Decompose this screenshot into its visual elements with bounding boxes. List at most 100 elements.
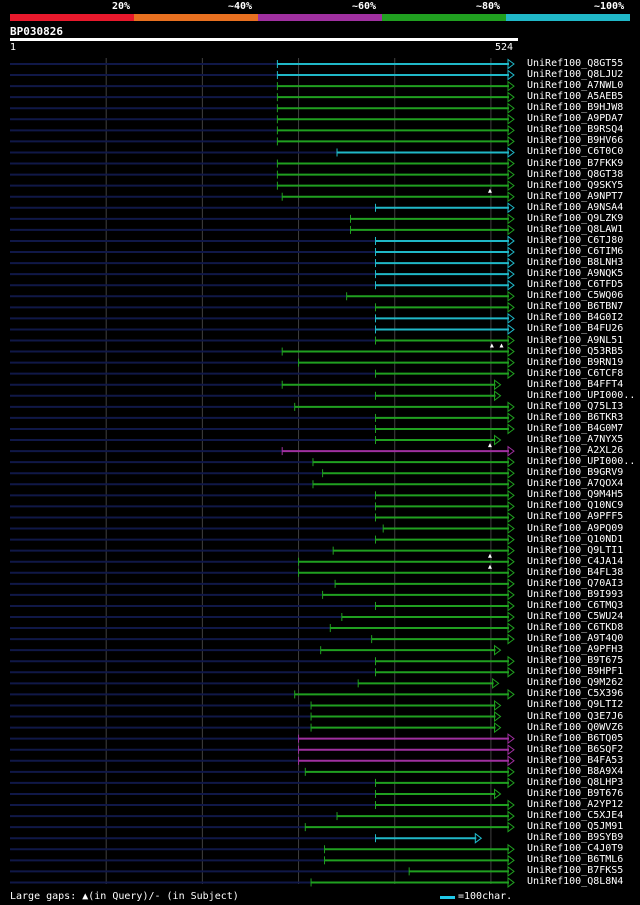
hit-label[interactable]: UniRef100_C5XJE4 [527,810,624,822]
scale-bar-text: =100char. [458,891,513,902]
hit-label[interactable]: UniRef100_A9NL51 [527,334,624,346]
hit-end-arrow [507,766,515,778]
hit-end-arrow [507,58,515,70]
hit-label[interactable]: UniRef100_A5AEB5 [527,91,624,103]
hit-end-arrow [507,412,515,424]
hit-label[interactable]: UniRef100_B8A9X4 [527,765,624,777]
hit-label[interactable]: UniRef100_C6TKD8 [527,622,624,634]
hit-label[interactable]: UniRef100_Q53RB5 [527,345,624,357]
hit-label[interactable]: UniRef100_A9PQ09 [527,522,624,534]
hit-end-arrow [507,633,515,645]
hit-end-arrow [494,788,502,800]
legend-label-20: 20% [112,1,131,12]
hit-label[interactable]: UniRef100_Q9M262 [527,677,624,689]
hit-label[interactable]: UniRef100_C6T0C0 [527,146,624,158]
hit-end-arrow [507,578,515,590]
hit-label[interactable]: UniRef100_A9PFH3 [527,644,624,656]
query-id: BP030826 [10,25,63,38]
hit-label[interactable]: UniRef100_Q8LAW1 [527,223,624,235]
hit-label[interactable]: UniRef100_A7NWL0 [527,80,624,92]
query-gap-marker [487,443,492,448]
hit-label[interactable]: UniRef100_Q9LTI2 [527,699,624,711]
hit-label[interactable]: UniRef100_Q9LTI1 [527,544,624,556]
hit-label[interactable]: UniRef100_C6TJ80 [527,234,624,246]
hit-end-arrow [507,622,515,634]
hit-label[interactable]: UniRef100_C5WQ06 [527,290,624,302]
hit-label[interactable]: UniRef100_B9T676 [527,787,624,799]
hit-label[interactable]: UniRef100_A7QOX4 [527,478,624,490]
query-gap-marker [487,188,492,193]
hit-label[interactable]: UniRef100_B9I993 [527,588,624,600]
hit-end-arrow [507,876,515,888]
hit-end-arrow [507,478,515,490]
hit-label[interactable]: UniRef100_Q75LI3 [527,400,624,412]
hit-label[interactable]: UniRef100_UPI000.. [527,389,636,401]
hit-label[interactable]: UniRef100_B4FU26 [527,323,624,335]
hit-label[interactable]: UniRef100_C5WU24 [527,611,624,622]
hit-label[interactable]: UniRef100_B4G0I2 [527,312,624,324]
query-gap-marker [499,343,504,348]
hit-label[interactable]: UniRef100_Q9SKY5 [527,179,624,191]
hit-label[interactable]: UniRef100_A9T4Q0 [527,633,624,645]
legend-swatch-80 [382,14,506,21]
hit-label[interactable]: UniRef100_Q0WVZ6 [527,721,624,733]
hit-end-arrow [507,666,515,678]
hit-label[interactable]: UniRef100_A9PDA7 [527,113,624,125]
hit-label[interactable]: UniRef100_B6TKR3 [527,411,624,423]
hit-label[interactable]: UniRef100_B9RSQ4 [527,124,624,136]
hit-label[interactable]: UniRef100_B9T675 [527,655,624,667]
hit-end-arrow [507,169,515,181]
hit-label[interactable]: UniRef100_B7FKS5 [527,865,624,877]
hit-label[interactable]: UniRef100_C6TFD5 [527,279,624,291]
hit-label[interactable]: UniRef100_A7NYX5 [527,434,624,446]
hit-label[interactable]: UniRef100_Q9M4H5 [527,489,624,501]
legend-label-80: ~80% [476,1,501,12]
legend-swatch-20 [10,14,134,21]
hit-label[interactable]: UniRef100_B9HPF1 [527,666,624,678]
hit-label[interactable]: UniRef100_B9RN19 [527,356,624,368]
hit-end-arrow [507,191,515,203]
hit-label[interactable]: UniRef100_B4FL38 [527,566,624,578]
hit-label[interactable]: UniRef100_B9HJW8 [527,102,624,114]
hit-label[interactable]: UniRef100_A2YP12 [527,799,624,811]
hit-label[interactable]: UniRef100_A9NPT7 [527,190,624,202]
hit-label[interactable]: UniRef100_Q5JM91 [527,821,624,833]
hit-label[interactable]: UniRef100_C4J0T9 [527,843,624,855]
hit-label[interactable]: UniRef100_Q3E7J6 [527,710,624,722]
hit-label[interactable]: UniRef100_B4G0M7 [527,422,624,434]
hit-label[interactable]: UniRef100_C5X396 [527,688,624,700]
hit-label[interactable]: UniRef100_Q9LZK9 [527,212,624,224]
hit-label[interactable]: UniRef100_B8LNH3 [527,257,624,269]
hit-label[interactable]: UniRef100_B9GRV9 [527,467,624,479]
hit-label[interactable]: UniRef100_A9PFF5 [527,511,624,523]
hit-label[interactable]: UniRef100_C6TIM6 [527,246,624,258]
hit-label[interactable]: UniRef100_Q8GT55 [527,58,624,69]
hit-label[interactable]: UniRef100_B9SYB9 [527,832,624,844]
hit-label[interactable]: UniRef100_Q10ND1 [527,533,624,545]
hit-label[interactable]: UniRef100_B6TQ05 [527,732,624,744]
hit-label[interactable]: UniRef100_Q8GT38 [527,168,624,180]
hit-label[interactable]: UniRef100_B6SQF2 [527,743,624,755]
hit-label[interactable]: UniRef100_UPI000.. [527,456,636,468]
hit-end-arrow [507,843,515,855]
hit-end-arrow [494,379,502,391]
hit-label[interactable]: UniRef100_B6TML6 [527,854,624,866]
hit-label[interactable]: UniRef100_Q8L8N4 [527,876,624,888]
hit-label[interactable]: UniRef100_Q8LHP3 [527,776,624,788]
hit-end-arrow [507,180,515,192]
hit-label[interactable]: UniRef100_B6TBN7 [527,301,624,313]
hit-label[interactable]: UniRef100_C4JA14 [527,555,624,567]
hit-end-arrow [507,312,515,324]
hit-label[interactable]: UniRef100_B4FFT4 [527,378,624,390]
hit-label[interactable]: UniRef100_Q8LJU2 [527,69,624,81]
hit-label[interactable]: UniRef100_A2XL26 [527,445,624,457]
hit-label[interactable]: UniRef100_B4FA53 [527,754,624,766]
hit-label[interactable]: UniRef100_B9HV66 [527,135,624,147]
hit-label[interactable]: UniRef100_C6TCF8 [527,367,624,379]
hit-label[interactable]: UniRef100_C6TMQ3 [527,599,624,611]
hit-label[interactable]: UniRef100_A9NSA4 [527,201,624,213]
hit-label[interactable]: UniRef100_Q10NC9 [527,500,624,512]
hit-label[interactable]: UniRef100_B7FKK9 [527,157,624,169]
hit-label[interactable]: UniRef100_A9NQK5 [527,268,624,280]
hit-label[interactable]: UniRef100_Q70AI3 [527,577,624,589]
